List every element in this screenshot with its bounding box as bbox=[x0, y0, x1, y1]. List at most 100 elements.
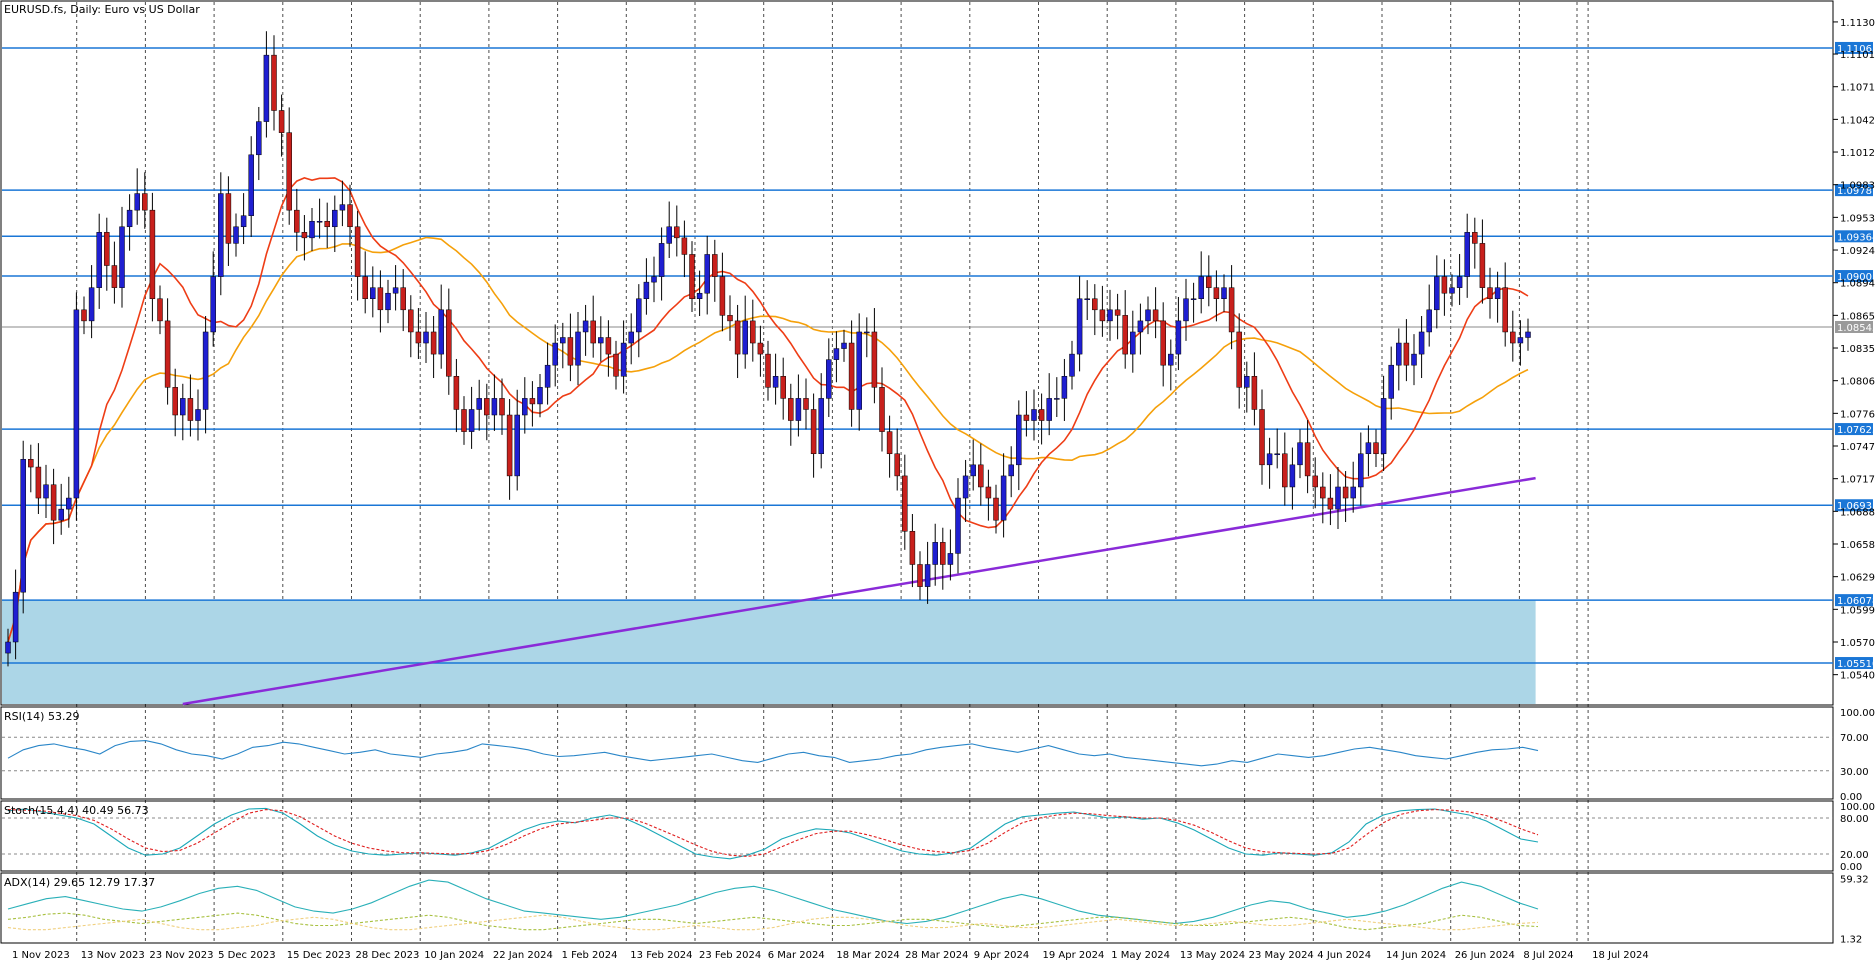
candle-body bbox=[1259, 409, 1265, 466]
candle-body bbox=[1016, 414, 1022, 466]
candle-body bbox=[1221, 287, 1227, 299]
candle-body bbox=[294, 209, 300, 233]
candle-body bbox=[1373, 442, 1379, 455]
x-tick-label: 22 Jan 2024 bbox=[493, 950, 553, 961]
candle-body bbox=[689, 254, 695, 299]
rsi-pane-frame bbox=[0, 706, 1834, 800]
indicator-y-tick: 1.32 bbox=[1840, 935, 1862, 946]
x-tick-label: 28 Mar 2024 bbox=[905, 950, 968, 961]
candle-body bbox=[73, 309, 80, 499]
candle-body bbox=[104, 232, 110, 266]
candle-body bbox=[392, 287, 399, 294]
x-tick-label: 4 Jun 2024 bbox=[1317, 950, 1371, 961]
candle-body bbox=[605, 337, 612, 355]
candle-body bbox=[210, 276, 216, 333]
candle-body bbox=[522, 398, 528, 416]
candle-body bbox=[917, 564, 923, 587]
candle-body bbox=[902, 475, 908, 532]
candle-body bbox=[1282, 453, 1288, 488]
x-tick-label: 13 Feb 2024 bbox=[630, 950, 692, 961]
candle-body bbox=[590, 320, 596, 344]
current-price-tag bbox=[1835, 320, 1873, 333]
candle-body bbox=[1456, 276, 1463, 288]
candle-body bbox=[1092, 298, 1098, 311]
candle-body bbox=[172, 387, 178, 416]
candle-body bbox=[1084, 298, 1090, 300]
candle-body bbox=[187, 398, 194, 421]
ascending-trendline bbox=[182, 476, 1536, 706]
candle-body bbox=[1525, 331, 1531, 338]
candle-body bbox=[1502, 287, 1508, 333]
candle-body bbox=[734, 320, 741, 355]
indicator-series-line bbox=[7, 912, 1539, 931]
candle-body bbox=[810, 409, 817, 455]
candle-body bbox=[636, 298, 642, 333]
candle-body bbox=[423, 331, 429, 344]
price-pane-frame bbox=[0, 0, 1834, 706]
candle-body bbox=[514, 414, 520, 477]
y-tick-label: 1.05405 bbox=[1840, 671, 1875, 682]
candle-body bbox=[681, 237, 688, 255]
level-tag bbox=[1835, 230, 1873, 243]
y-tick-label: 1.10420 bbox=[1840, 115, 1875, 126]
candle-body bbox=[1183, 298, 1189, 322]
candle-body bbox=[126, 209, 133, 228]
candle-body bbox=[924, 564, 931, 587]
candle-body bbox=[712, 254, 718, 277]
candle-body bbox=[628, 331, 634, 344]
indicator-series-line bbox=[7, 914, 1539, 931]
candle-body bbox=[1152, 309, 1159, 322]
candle-body bbox=[1487, 287, 1493, 299]
y-tick-label: 1.07470 bbox=[1840, 442, 1875, 453]
candle-body bbox=[81, 309, 87, 322]
adx-label: ADX(14) 29.65 12.79 17.37 bbox=[4, 876, 155, 889]
candle-body bbox=[826, 359, 832, 399]
candle-body bbox=[879, 387, 885, 432]
candle-body bbox=[415, 331, 422, 344]
candle-body bbox=[1365, 442, 1372, 455]
x-tick-label: 13 Nov 2023 bbox=[81, 950, 145, 961]
indicator-series-line bbox=[7, 879, 1539, 925]
indicator-y-tick: 100.00 bbox=[1840, 708, 1875, 719]
candle-body bbox=[932, 542, 938, 565]
candle-body bbox=[1449, 287, 1455, 294]
candle-body bbox=[674, 226, 680, 239]
candle-body bbox=[818, 398, 824, 455]
candle-body bbox=[666, 226, 672, 244]
stoch-label: Stoch(15,4,4) 40.49 56.73 bbox=[4, 804, 149, 817]
level-tag bbox=[1835, 499, 1873, 512]
candle-body bbox=[96, 232, 102, 288]
candle-body bbox=[1114, 309, 1121, 316]
level-tag-text: 1.05510 bbox=[1837, 659, 1875, 670]
candle-body bbox=[1327, 497, 1334, 510]
candle-body bbox=[795, 398, 802, 421]
level-tag bbox=[1835, 184, 1873, 197]
level-tag bbox=[1835, 423, 1873, 436]
y-tick-label: 1.05700 bbox=[1840, 638, 1875, 649]
candle-body bbox=[1175, 320, 1182, 355]
x-tick-label: 10 Jan 2024 bbox=[424, 950, 484, 961]
candle-body bbox=[88, 287, 95, 322]
x-tick-label: 1 Feb 2024 bbox=[562, 950, 618, 961]
candle-body bbox=[985, 486, 992, 499]
chart-title: EURUSD.fs, Daily: Euro vs US Dollar bbox=[4, 3, 200, 16]
candle-body bbox=[719, 276, 726, 316]
candle-body bbox=[567, 337, 574, 366]
x-tick-label: 23 May 2024 bbox=[1249, 950, 1314, 961]
candle-body bbox=[864, 331, 870, 334]
x-tick-label: 23 Nov 2023 bbox=[149, 950, 213, 961]
candle-body bbox=[803, 398, 809, 410]
candle-body bbox=[613, 353, 619, 377]
indicator-y-tick: 0.00 bbox=[1840, 862, 1862, 873]
y-tick-label: 1.07175 bbox=[1840, 475, 1875, 486]
candle-body bbox=[1076, 298, 1083, 355]
indicator-y-tick: 0.00 bbox=[1840, 792, 1862, 803]
candle-body bbox=[1418, 331, 1425, 355]
candle-body bbox=[362, 276, 368, 299]
candle-body bbox=[468, 409, 475, 432]
candle-body bbox=[552, 342, 558, 366]
candle-body bbox=[28, 459, 34, 468]
candle-body bbox=[750, 320, 756, 344]
candle-body bbox=[119, 226, 125, 288]
candle-body bbox=[1244, 376, 1250, 388]
